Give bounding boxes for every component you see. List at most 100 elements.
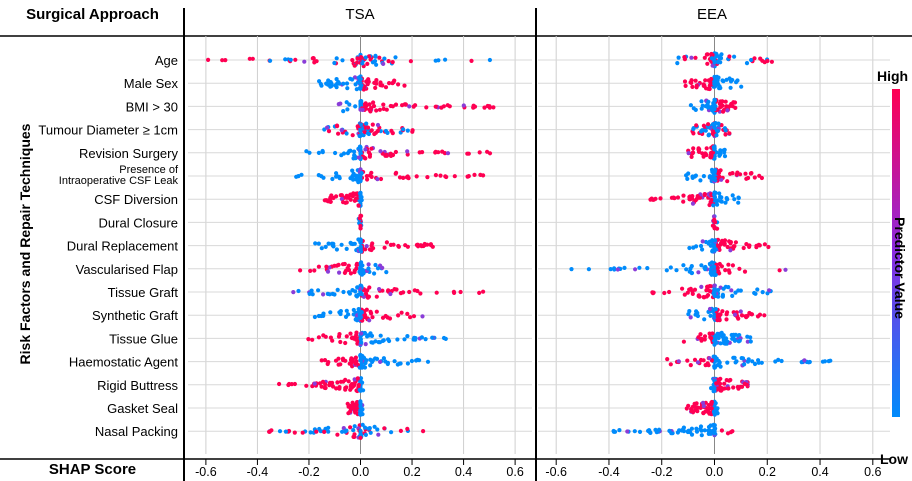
beeswarm-point (712, 269, 717, 274)
feature-label: Synthetic Graft (92, 308, 178, 323)
beeswarm-point (363, 101, 368, 106)
beeswarm-point (740, 384, 745, 389)
beeswarm-point (690, 201, 696, 206)
beeswarm-point (296, 174, 301, 179)
beeswarm-point (401, 127, 406, 132)
beeswarm-point (287, 381, 292, 387)
beeswarm-point (366, 131, 371, 137)
beeswarm-point (314, 59, 319, 64)
beeswarm-point (358, 77, 363, 82)
beeswarm-point (717, 86, 722, 91)
beeswarm-point (685, 176, 690, 181)
beeswarm-point (706, 104, 711, 109)
beeswarm-point (720, 103, 725, 108)
beeswarm-point (382, 56, 387, 61)
beeswarm-point (302, 59, 307, 64)
beeswarm-point (759, 360, 764, 365)
beeswarm-point (690, 196, 695, 201)
beeswarm-point (356, 180, 361, 185)
beeswarm-point (402, 337, 407, 342)
beeswarm-point (700, 400, 706, 405)
beeswarm-point (822, 359, 828, 364)
beeswarm-point (712, 364, 717, 369)
beeswarm-point (719, 199, 724, 204)
beeswarm-point (416, 244, 421, 249)
beeswarm-point (739, 84, 744, 89)
beeswarm-point (744, 61, 750, 66)
beeswarm-point (710, 223, 716, 228)
beeswarm-point (352, 149, 357, 154)
beeswarm-point (724, 196, 729, 201)
beeswarm-point (397, 175, 403, 180)
beeswarm-point (398, 428, 403, 433)
beeswarm-point (346, 263, 351, 268)
beeswarm-point (658, 196, 663, 201)
beeswarm-point (690, 84, 695, 89)
beeswarm-point (622, 265, 627, 270)
beeswarm-point (365, 125, 371, 130)
colorbar (892, 89, 900, 417)
beeswarm-point (358, 195, 363, 200)
beeswarm-point (698, 243, 704, 249)
beeswarm-point (405, 149, 410, 154)
beeswarm-point (697, 294, 702, 299)
beeswarm-point (283, 429, 288, 434)
beeswarm-point (375, 122, 381, 128)
beeswarm-point (703, 151, 708, 157)
beeswarm-point (364, 358, 369, 363)
beeswarm-point (684, 267, 689, 272)
beeswarm-point (705, 408, 710, 413)
beeswarm-point (359, 340, 364, 345)
beeswarm-point (393, 149, 398, 155)
beeswarm-point (695, 360, 701, 365)
beeswarm-point (366, 262, 371, 267)
beeswarm-point (336, 131, 341, 136)
beeswarm-point (322, 429, 327, 434)
beeswarm-point (325, 291, 330, 296)
beeswarm-point (760, 290, 765, 295)
beeswarm-point (324, 264, 329, 269)
beeswarm-point (314, 429, 319, 434)
beeswarm-point (717, 153, 722, 158)
beeswarm-point (325, 269, 331, 274)
beeswarm-point (353, 317, 358, 322)
beeswarm-point (312, 381, 317, 386)
beeswarm-point (712, 195, 717, 201)
beeswarm-point (711, 214, 717, 219)
beeswarm-point (358, 358, 363, 363)
beeswarm-point (712, 342, 717, 347)
beeswarm-point (733, 240, 739, 245)
x-axis-title: SHAP Score (48, 461, 137, 478)
beeswarm-point (725, 360, 730, 365)
beeswarm-point (710, 249, 715, 254)
beeswarm-point (358, 145, 363, 150)
feature-label: Intraoperative CSF Leak (59, 175, 179, 187)
beeswarm-point (779, 358, 784, 364)
beeswarm-point (752, 290, 757, 296)
beeswarm-point (729, 288, 734, 293)
beeswarm-point (723, 268, 728, 273)
beeswarm-point (728, 171, 733, 176)
beeswarm-point (689, 154, 694, 159)
beeswarm-point (339, 128, 344, 133)
beeswarm-point (466, 174, 471, 179)
beeswarm-point (340, 58, 345, 63)
feature-label: Age (155, 53, 178, 68)
beeswarm-point (328, 84, 333, 89)
beeswarm-point (375, 266, 381, 271)
beeswarm-point (351, 312, 356, 317)
beeswarm-point (348, 425, 353, 430)
beeswarm-point (358, 213, 363, 218)
beeswarm-point (712, 125, 717, 130)
beeswarm-point (731, 244, 736, 249)
beeswarm-point (334, 85, 339, 90)
x-tick-label: 0.4 (455, 465, 472, 479)
beeswarm-point (708, 313, 713, 318)
beeswarm-point (617, 428, 622, 433)
beeswarm-point (711, 203, 716, 208)
beeswarm-point (247, 56, 252, 61)
beeswarm-point (337, 386, 342, 391)
beeswarm-point (727, 104, 732, 109)
beeswarm-point (402, 83, 407, 88)
beeswarm-point (321, 313, 326, 318)
